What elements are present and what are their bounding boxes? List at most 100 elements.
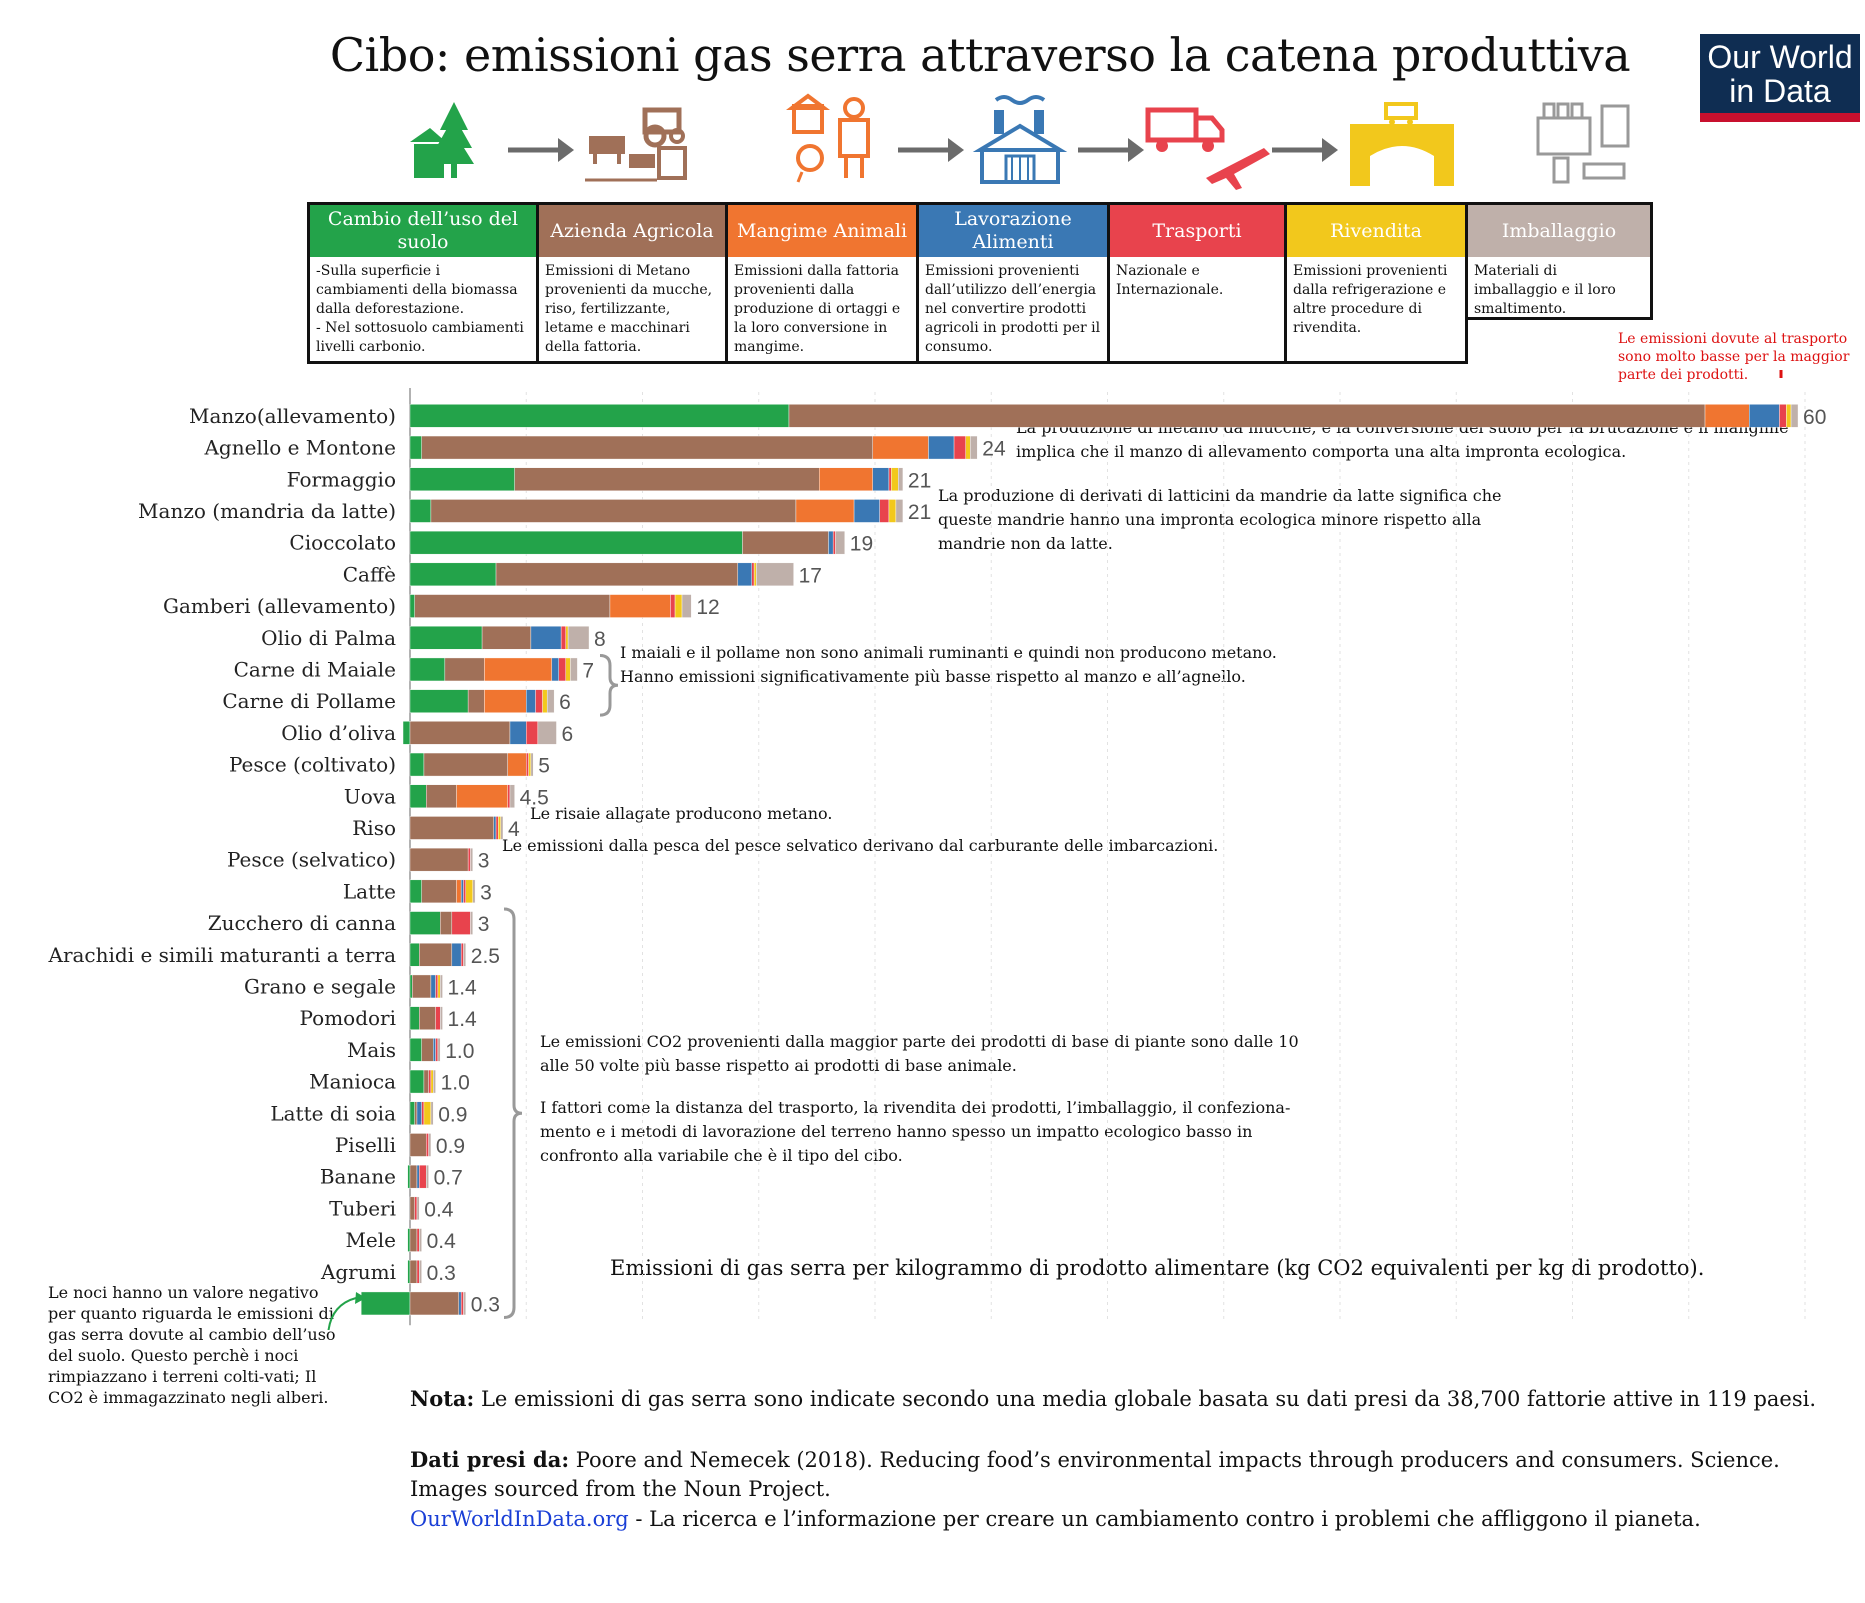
bar-segment-farm	[426, 784, 457, 808]
bar-segment-land_use	[409, 626, 483, 650]
farm-animals-tractor-icon	[585, 107, 687, 182]
bar-segment-farm	[414, 594, 611, 618]
bar-segment-farm	[409, 1196, 415, 1221]
bar-segment-land_use	[409, 530, 743, 555]
bar-segment-feed	[484, 657, 553, 682]
value-label: 1.4	[448, 1008, 478, 1031]
bar-segment-retail	[498, 816, 501, 840]
bar-segment-packaging	[430, 1101, 434, 1125]
stage-description: Materiali di imballaggio e il loro smalt…	[1474, 263, 1616, 317]
category-label: Formaggio	[287, 467, 396, 491]
value-label: 60	[1803, 406, 1826, 429]
footer-note: Nota: Le emissioni di gas serra sono ind…	[410, 1384, 1816, 1414]
stage-box-packaging: Imballaggio Materiali di imballaggio e il…	[1465, 202, 1653, 320]
bar-segment-land_use	[409, 1006, 420, 1030]
stage-title: Azienda Agricola	[539, 205, 725, 257]
bar-segment-transport	[419, 1164, 427, 1189]
bar-segment-farm	[495, 562, 739, 587]
bar-segment-transport	[558, 657, 566, 682]
x-axis-caption: Emissioni di gas serra per kilogrammo di…	[610, 1256, 1705, 1280]
bar-segment-land_use	[409, 752, 425, 777]
bar-segment-land_use	[409, 784, 427, 808]
bar-segment-packaging	[898, 467, 904, 491]
category-label: Carne di Maiale	[234, 657, 396, 681]
category-label: Olio di Palma	[261, 626, 396, 650]
bar-segment-processing	[493, 816, 497, 840]
shop-cart-icon	[1350, 102, 1454, 186]
bar-segment-transport	[526, 721, 539, 745]
bar-segment-processing	[551, 657, 560, 682]
bar-segment-farm	[409, 847, 469, 872]
bar-segment-transport	[560, 626, 566, 650]
bar-segment-retail	[891, 467, 899, 491]
bar-segment-farm	[421, 1038, 434, 1062]
bar-segment-processing	[1748, 404, 1780, 428]
bar-segment-transport	[460, 1291, 464, 1316]
bar-segment-farm	[409, 1291, 460, 1316]
bar-segment-transport	[463, 879, 467, 904]
bar-segment-farm	[421, 879, 457, 904]
footer-source: Dati presi da: Poore and Nemecek (2018).…	[410, 1445, 1780, 1475]
logo-line-2: in Data	[1729, 73, 1831, 109]
bar-segment-packaging	[537, 721, 557, 745]
bar-segment-land_use	[409, 467, 515, 491]
bar-segment-transport	[426, 1133, 429, 1157]
bar-segment-transport	[832, 530, 836, 555]
bar-segment-packaging	[970, 435, 978, 460]
bar-segment-farm	[423, 1069, 429, 1094]
tree-stump-icon	[410, 102, 474, 178]
value-label: 1.4	[448, 976, 478, 999]
annotation-pig-poultry: I maiali e il pollame non sono animali r…	[620, 643, 1277, 686]
category-label: Uova	[344, 784, 396, 808]
bar-segment-packaging	[440, 1006, 443, 1030]
value-label: 21	[908, 501, 931, 524]
category-label: Manioca	[309, 1070, 396, 1094]
owid-logo[interactable]: Our World in Data	[1700, 34, 1860, 122]
category-label: Latte di soia	[270, 1101, 396, 1125]
arrow-icon	[1078, 138, 1144, 162]
bar-segment-packaging	[756, 562, 794, 587]
bar-segment-processing	[530, 626, 562, 650]
bar-segment-land_use	[409, 404, 790, 428]
category-label: Gamberi (allevamento)	[163, 594, 396, 618]
bar-segment-retail	[542, 689, 548, 713]
bar-segment-transport	[888, 467, 892, 491]
value-label: 0.4	[424, 1198, 454, 1221]
category-label: Pesce (coltivato)	[229, 753, 396, 777]
bar-segment-land_use	[409, 879, 422, 904]
bar-segment-retail	[528, 752, 532, 777]
value-label: 21	[908, 469, 931, 492]
stage-title: Trasporti	[1110, 205, 1284, 257]
bar-segment-transport	[451, 911, 471, 935]
value-label: 3	[478, 913, 490, 936]
bar-segment-transport	[953, 435, 966, 460]
bar-segment-feed	[1704, 404, 1750, 428]
source-text: Poore and Nemecek (2018). Reducing food’…	[569, 1448, 1780, 1472]
value-label: 4.5	[520, 786, 549, 809]
category-label: Cioccolato	[289, 531, 396, 555]
owid-link[interactable]: OurWorldInData.org	[410, 1507, 629, 1531]
bar-segment-retail	[430, 1069, 434, 1094]
truck-plane-icon	[1145, 107, 1270, 190]
logo-line-1: Our World	[1707, 39, 1853, 75]
bar-segment-transport	[526, 752, 529, 777]
bar-segment-farm	[412, 974, 432, 999]
value-label: 24	[982, 438, 1006, 461]
value-label: 17	[799, 564, 822, 587]
bar-segment-land_use	[360, 1291, 411, 1316]
bar-segment-processing	[853, 499, 880, 523]
bar-segment-land_use	[409, 435, 422, 460]
stage-box-farm: Azienda Agricola Emissioni di Metano prov…	[536, 202, 728, 364]
stage-description: Emissioni di Metano provenienti da mucch…	[545, 263, 713, 355]
bar-chart: 051015202530354045505560Manzo(allevament…	[48, 370, 1826, 1330]
bar-segment-packaging	[419, 1260, 422, 1284]
annotation-nuts: Le noci hanno un valore negativo per qua…	[48, 1283, 336, 1407]
bracket	[599, 653, 619, 717]
bar-segment-packaging	[470, 847, 473, 872]
category-label: Banane	[320, 1165, 396, 1189]
bar-segment-packaging	[440, 974, 443, 999]
bar-segment-farm	[514, 467, 820, 491]
bar-segment-transport	[751, 562, 755, 587]
supply-chain-icons	[410, 93, 1630, 190]
bar-segment-land_use	[409, 689, 469, 713]
